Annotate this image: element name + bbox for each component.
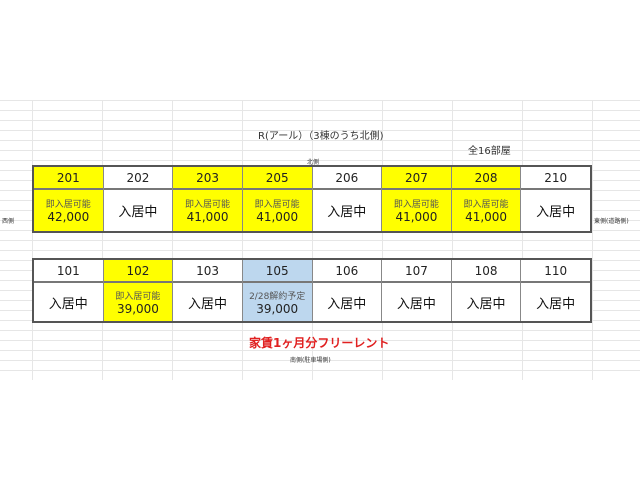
free-rent-promo: 家賃1ヶ月分フリーレント	[249, 336, 390, 350]
room-number: 201	[34, 167, 103, 190]
room-rent: 41,000	[395, 210, 438, 224]
floor2-table: 201 即入居可能 42,000 202 入居中 203 即入居可能 41,000 205 即入居…	[32, 165, 592, 233]
room-number: 102	[103, 260, 173, 283]
floor1-table: 101 入居中 102 即入居可能 39,000 103 入居中 105 2/28解約予定 39,…	[32, 258, 592, 323]
room-number: 210	[521, 167, 590, 190]
room-cell[interactable]: 101 入居中	[34, 260, 104, 321]
room-status: 即入居可能	[115, 291, 161, 302]
room-cell[interactable]: 103 入居中	[173, 260, 243, 321]
north-label: 北側	[307, 159, 320, 166]
room-number: 208	[451, 167, 521, 190]
room-cell[interactable]: 206 入居中	[312, 167, 383, 231]
south-label: 南側(駐車場側)	[290, 357, 331, 364]
room-number: 202	[103, 167, 173, 190]
room-status: 入居中	[188, 296, 228, 312]
room-number: 203	[173, 167, 242, 190]
room-cell[interactable]: 207 即入居可能 41,000	[382, 167, 452, 231]
room-rent: 41,000	[465, 210, 508, 224]
room-rent: 39,000	[256, 301, 299, 316]
room-rent: 39,000	[116, 301, 159, 316]
spreadsheet-grid	[0, 100, 640, 380]
room-cell[interactable]: 106 入居中	[312, 260, 383, 321]
total-rooms: 全16部屋	[468, 146, 511, 157]
room-rent: 41,000	[186, 210, 229, 224]
room-status: 2/28解約予定	[249, 291, 306, 302]
room-number: 107	[382, 260, 451, 283]
room-rent: 41,000	[256, 210, 299, 224]
room-rent: 42,000	[47, 210, 90, 224]
room-status: 即入居可能	[185, 200, 231, 210]
room-number: 103	[173, 260, 242, 283]
room-cell[interactable]: 105 2/28解約予定 39,000	[242, 260, 313, 321]
room-status: 入居中	[396, 296, 436, 312]
room-cell[interactable]: 110 入居中	[521, 260, 590, 321]
room-cell[interactable]: 201 即入居可能 42,000	[34, 167, 104, 231]
room-status: 入居中	[327, 205, 367, 220]
room-cell[interactable]: 108 入居中	[451, 260, 522, 321]
room-number: 207	[382, 167, 451, 190]
room-status: 即入居可能	[463, 200, 509, 210]
room-status: 入居中	[118, 205, 158, 220]
room-cell[interactable]: 107 入居中	[382, 260, 452, 321]
room-status: 即入居可能	[393, 200, 439, 210]
room-status: 即入居可能	[254, 200, 300, 210]
room-number: 101	[34, 260, 103, 283]
room-status: 入居中	[536, 296, 576, 312]
room-status: 入居中	[327, 296, 367, 312]
room-number: 108	[451, 260, 521, 283]
east-label: 東側(道路側)	[594, 218, 629, 225]
room-number: 105	[242, 260, 312, 283]
west-label: 西側	[2, 218, 15, 225]
room-cell[interactable]: 202 入居中	[103, 167, 174, 231]
building-title: R(アール）（3棟のうち北側)	[258, 131, 384, 142]
room-cell[interactable]: 208 即入居可能 41,000	[451, 167, 522, 231]
room-status: 入居中	[466, 296, 506, 312]
room-cell[interactable]: 210 入居中	[521, 167, 590, 231]
room-status: 入居中	[48, 296, 88, 312]
room-number: 206	[312, 167, 382, 190]
room-number: 110	[521, 260, 590, 283]
room-cell[interactable]: 102 即入居可能 39,000	[103, 260, 174, 321]
room-status: 即入居可能	[45, 200, 91, 210]
room-number: 106	[312, 260, 382, 283]
room-cell[interactable]: 203 即入居可能 41,000	[173, 167, 243, 231]
room-number: 205	[242, 167, 312, 190]
room-status: 入居中	[536, 205, 576, 220]
room-cell[interactable]: 205 即入居可能 41,000	[242, 167, 313, 231]
